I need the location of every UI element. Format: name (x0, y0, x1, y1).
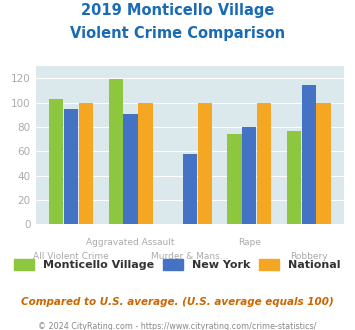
Bar (49, 99, 64, 224)
Text: Aggravated Assault: Aggravated Assault (86, 238, 175, 247)
Text: Murder & Mans...: Murder & Mans... (151, 252, 229, 261)
Text: Compared to U.S. average. (U.S. average equals 100): Compared to U.S. average. (U.S. average … (21, 297, 334, 307)
Legend: Monticello Village, New York, National: Monticello Village, New York, National (10, 255, 345, 275)
Text: Rape: Rape (238, 238, 261, 247)
Bar (257, 103, 271, 224)
Bar (302, 85, 316, 224)
Bar (287, 131, 301, 224)
Bar (198, 103, 212, 224)
Bar (64, 109, 78, 224)
Bar (109, 80, 123, 224)
Text: © 2024 CityRating.com - https://www.cityrating.com/crime-statistics/: © 2024 CityRating.com - https://www.city… (38, 322, 317, 330)
Bar (183, 154, 197, 224)
Text: 2019 Monticello Village: 2019 Monticello Village (81, 3, 274, 18)
Bar (316, 103, 331, 224)
Bar (79, 103, 93, 224)
Bar (227, 134, 242, 224)
Text: All Violent Crime: All Violent Crime (33, 252, 109, 261)
Bar (124, 114, 138, 224)
Bar (242, 127, 256, 224)
Bar (138, 103, 153, 224)
Text: Violent Crime Comparison: Violent Crime Comparison (70, 26, 285, 41)
Text: Robbery: Robbery (290, 252, 328, 261)
